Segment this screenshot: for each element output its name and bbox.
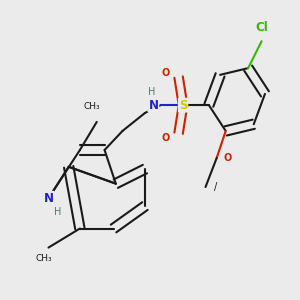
Text: N: N — [44, 192, 53, 205]
Text: O: O — [161, 68, 169, 78]
Text: CH₃: CH₃ — [84, 102, 101, 111]
Text: Cl: Cl — [255, 22, 268, 34]
Text: H: H — [54, 207, 61, 217]
Text: O: O — [224, 153, 232, 163]
Text: H: H — [148, 87, 155, 97]
Text: N: N — [148, 99, 158, 112]
Text: /: / — [214, 182, 218, 192]
Text: S: S — [179, 99, 187, 112]
Text: CH₃: CH₃ — [36, 254, 52, 263]
Text: O: O — [161, 133, 169, 143]
